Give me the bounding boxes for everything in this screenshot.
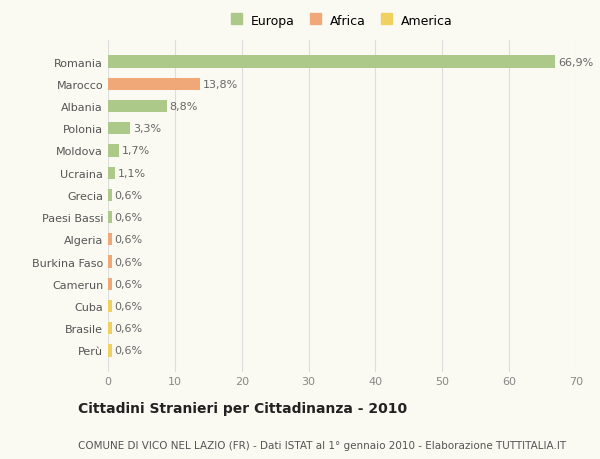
Text: 0,6%: 0,6%	[115, 346, 143, 356]
Text: 0,6%: 0,6%	[115, 324, 143, 334]
Text: 1,1%: 1,1%	[118, 168, 146, 178]
Bar	[108, 101, 167, 113]
Bar	[108, 256, 112, 268]
Text: Cittadini Stranieri per Cittadinanza - 2010: Cittadini Stranieri per Cittadinanza - 2…	[78, 402, 407, 415]
Bar	[108, 234, 112, 246]
Bar	[108, 212, 112, 224]
Text: 0,6%: 0,6%	[115, 235, 143, 245]
Bar	[108, 278, 112, 290]
Bar	[108, 322, 112, 335]
Bar	[108, 345, 112, 357]
Legend: Europa, Africa, America: Europa, Africa, America	[231, 15, 453, 28]
Bar	[108, 145, 119, 157]
Text: COMUNE DI VICO NEL LAZIO (FR) - Dati ISTAT al 1° gennaio 2010 - Elaborazione TUT: COMUNE DI VICO NEL LAZIO (FR) - Dati IST…	[78, 440, 566, 450]
Text: 0,6%: 0,6%	[115, 190, 143, 201]
Text: 8,8%: 8,8%	[170, 102, 198, 112]
Text: 13,8%: 13,8%	[203, 79, 238, 90]
Text: 0,6%: 0,6%	[115, 279, 143, 289]
Text: 1,7%: 1,7%	[122, 146, 150, 156]
Text: 0,6%: 0,6%	[115, 213, 143, 223]
Text: 0,6%: 0,6%	[115, 257, 143, 267]
Bar	[108, 78, 200, 91]
Bar	[108, 167, 115, 179]
Bar	[108, 190, 112, 202]
Text: 3,3%: 3,3%	[133, 124, 161, 134]
Bar	[108, 56, 555, 68]
Bar	[108, 300, 112, 313]
Text: 66,9%: 66,9%	[558, 57, 593, 67]
Text: 0,6%: 0,6%	[115, 302, 143, 311]
Bar	[108, 123, 130, 135]
